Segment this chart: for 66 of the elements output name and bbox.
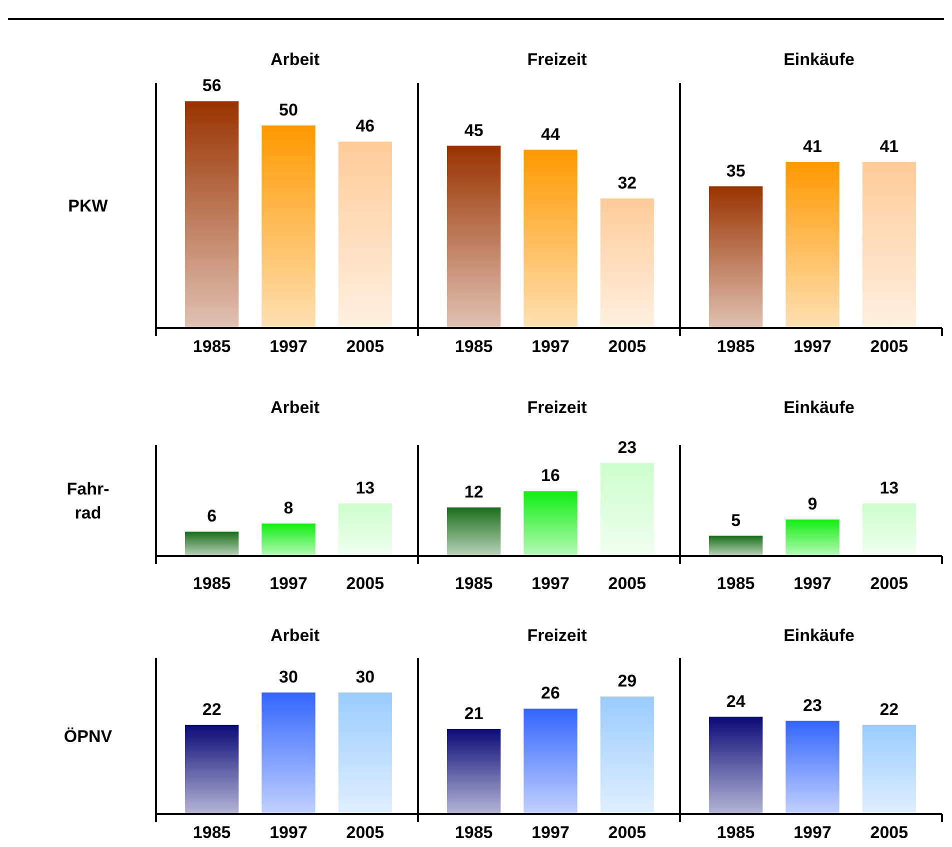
x-tick-label: 2005 xyxy=(608,337,646,356)
x-tick-label: 2005 xyxy=(346,574,384,593)
chart-title: Einkäufe xyxy=(784,626,854,645)
chart-title: Einkäufe xyxy=(784,398,854,417)
data-label: 30 xyxy=(279,668,298,686)
data-label: 44 xyxy=(541,124,560,144)
data-label: 23 xyxy=(618,438,637,457)
x-tick-label: 1985 xyxy=(192,337,231,356)
x-tick-label: 1985 xyxy=(192,823,231,842)
data-label: 16 xyxy=(541,466,560,486)
data-label: 24 xyxy=(726,692,746,711)
chart-title: Arbeit xyxy=(270,398,320,417)
x-tick-label: 1985 xyxy=(716,574,755,593)
x-tick-label: 1985 xyxy=(192,574,231,593)
data-label: 29 xyxy=(618,672,637,691)
data-label: 41 xyxy=(803,136,822,156)
data-label: 32 xyxy=(618,173,637,192)
x-tick-label: 2005 xyxy=(346,337,384,356)
data-label: 5 xyxy=(731,510,741,530)
data-label: 26 xyxy=(541,684,560,703)
x-tick-label: 1997 xyxy=(794,574,832,593)
x-tick-label: 1985 xyxy=(454,337,493,356)
x-tick-label: 1997 xyxy=(270,574,308,593)
data-label: 22 xyxy=(202,700,222,719)
x-tick-label: 1997 xyxy=(270,823,308,842)
data-label: 13 xyxy=(880,478,899,498)
data-label: 12 xyxy=(464,482,484,502)
chart-title: Freizeit xyxy=(527,50,588,69)
y-axis-title: PKW xyxy=(68,196,109,216)
chart-title: Freizeit xyxy=(527,398,588,417)
x-tick-label: 1997 xyxy=(794,823,832,842)
x-tick-label: 1985 xyxy=(454,823,493,842)
chart-title: Arbeit xyxy=(270,626,320,645)
chart-title: Arbeit xyxy=(270,50,320,69)
y-axis-title: ÖPNV xyxy=(64,727,113,746)
x-tick-label: 1997 xyxy=(270,337,308,356)
data-label: 6 xyxy=(207,506,217,526)
x-tick-label: 1997 xyxy=(794,337,832,356)
data-label: 23 xyxy=(803,696,822,715)
x-tick-label: 1985 xyxy=(716,337,755,356)
data-label: 21 xyxy=(464,704,484,723)
x-tick-label: 2005 xyxy=(346,823,384,842)
data-label: 30 xyxy=(356,668,375,686)
x-tick-label: 1997 xyxy=(532,823,570,842)
x-tick-label: 1985 xyxy=(454,574,493,593)
data-label: 22 xyxy=(880,700,899,719)
x-tick-label: 1997 xyxy=(532,337,570,356)
x-tick-label: 2005 xyxy=(608,574,646,593)
x-tick-label: 1997 xyxy=(532,574,570,593)
data-label: 8 xyxy=(284,498,294,518)
x-tick-label: 1985 xyxy=(716,823,755,842)
data-label: 41 xyxy=(880,136,899,156)
data-label: 13 xyxy=(356,478,375,498)
data-label: 9 xyxy=(808,494,818,514)
data-label: 46 xyxy=(356,116,375,136)
data-label: 50 xyxy=(279,100,298,120)
x-tick-label: 2005 xyxy=(870,574,908,593)
data-label: 56 xyxy=(202,76,222,96)
chart-title: Einkäufe xyxy=(784,50,854,69)
chart-title: Freizeit xyxy=(527,626,588,645)
y-axis-title: Fahr-rad xyxy=(66,480,110,522)
x-tick-label: 2005 xyxy=(608,823,646,842)
x-tick-label: 2005 xyxy=(870,337,908,356)
data-label: 35 xyxy=(726,161,746,180)
x-tick-label: 2005 xyxy=(870,823,908,842)
data-label: 45 xyxy=(464,120,484,140)
